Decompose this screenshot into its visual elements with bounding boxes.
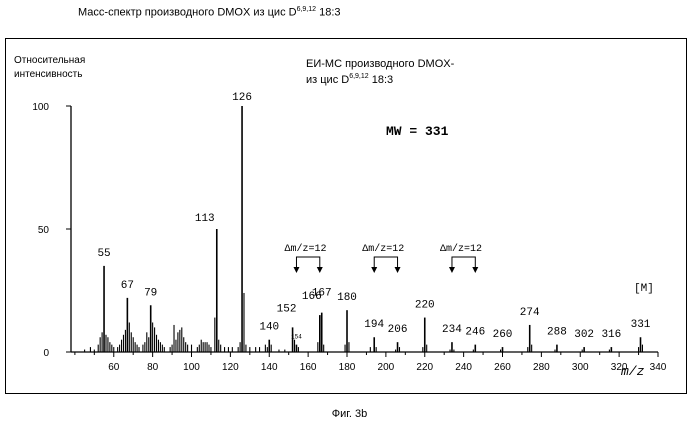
y-axis-label-line2: интенсивность — [14, 69, 82, 80]
inner-title-line2-pre: из цис D — [306, 74, 349, 86]
figure-title-sup: 6,9,12 — [297, 6, 316, 13]
spacing-bracket-1 — [374, 257, 397, 271]
spacing-arrow-left-2 — [449, 267, 455, 273]
peak-label-113: 113 — [195, 213, 215, 225]
x-tick-label-160: 160 — [300, 362, 317, 373]
peak-label-331: 331 — [631, 319, 651, 331]
figure-caption: Фиг. 3b — [0, 408, 699, 420]
peak-label-274: 274 — [520, 307, 540, 319]
peak-label-246: 246 — [465, 327, 485, 339]
x-tick-label-180: 180 — [339, 362, 356, 373]
spacing-arrow-right-1 — [395, 267, 401, 273]
inner-title-line2: из цис D6,9,12 18:3 — [306, 73, 393, 86]
spacing-label-2: Δm/z=12 — [440, 243, 482, 255]
peaks — [85, 106, 643, 352]
x-tick-label-60: 60 — [108, 362, 120, 373]
peak-label-302: 302 — [574, 329, 594, 341]
x-tick-label-260: 260 — [494, 362, 511, 373]
x-tick-label-340: 340 — [650, 362, 667, 373]
spacing-arrow-left-1 — [371, 267, 377, 273]
x-tick-label-280: 280 — [533, 362, 550, 373]
peak-labels: 5567791131261401521541661671801942062202… — [97, 92, 650, 341]
inner-title-line2-sup: 6,9,12 — [349, 73, 369, 80]
x-tick-label-220: 220 — [416, 362, 433, 373]
y-axis-label-line1: Относительная — [14, 55, 85, 66]
peak-label-126: 126 — [232, 92, 252, 104]
peak-label-167: 167 — [312, 288, 332, 300]
peak-label-260: 260 — [493, 329, 513, 341]
peak-label-220: 220 — [415, 300, 435, 312]
molecular-ion-label: [M] — [634, 283, 654, 295]
peak-label-316: 316 — [601, 329, 621, 341]
y-tick-label-50: 50 — [38, 225, 50, 236]
x-tick-label-120: 120 — [222, 362, 239, 373]
figure-title-text: Масс-спектр производного DMOX из цис D — [78, 7, 297, 19]
x-tick-label-100: 100 — [183, 362, 200, 373]
peak-label-79: 79 — [144, 287, 157, 299]
spacing-arrow-right-2 — [472, 267, 478, 273]
spacing-label-0: Δm/z=12 — [284, 243, 326, 255]
spacing-annotations: Δm/z=12 Δm/z=12 Δm/z=12 — [284, 243, 482, 273]
spacing-bracket-2 — [452, 257, 475, 271]
mass-spectrum-chart: Относительная интенсивность ЕИ-МС произв… — [6, 39, 686, 393]
peak-label-154: 154 — [291, 334, 302, 341]
figure-title: Масс-спектр производного DMOX из цис D6,… — [78, 6, 341, 19]
peak-label-140: 140 — [259, 322, 279, 334]
x-tick-label-200: 200 — [378, 362, 395, 373]
peak-label-180: 180 — [337, 292, 357, 304]
x-tick-label-300: 300 — [572, 362, 589, 373]
x-tick-label-140: 140 — [261, 362, 278, 373]
peak-label-67: 67 — [121, 280, 134, 292]
chart-frame: Относительная интенсивность ЕИ-МС произв… — [5, 38, 687, 394]
spacing-arrow-right-0 — [317, 267, 323, 273]
peak-label-288: 288 — [547, 327, 567, 339]
spacing-label-1: Δm/z=12 — [362, 243, 404, 255]
peak-label-152: 152 — [277, 303, 297, 315]
y-tick-label-100: 100 — [32, 102, 49, 113]
peak-label-206: 206 — [388, 324, 408, 336]
figure-title-tail: 18:3 — [316, 7, 340, 19]
x-tick-label-240: 240 — [455, 362, 472, 373]
peak-label-194: 194 — [364, 319, 384, 331]
inner-title-line1: ЕИ-МС производного DMOX- — [306, 58, 455, 70]
x-axis-label: m/z — [621, 364, 645, 379]
peak-label-55: 55 — [97, 248, 110, 260]
mw-label: MW = 331 — [386, 124, 449, 139]
y-tick-label-0: 0 — [43, 348, 49, 359]
x-tick-label-80: 80 — [147, 362, 159, 373]
spacing-bracket-0 — [296, 257, 319, 271]
inner-title-line2-post: 18:3 — [369, 74, 393, 86]
peak-label-234: 234 — [442, 324, 462, 336]
spacing-arrow-left-0 — [293, 267, 299, 273]
